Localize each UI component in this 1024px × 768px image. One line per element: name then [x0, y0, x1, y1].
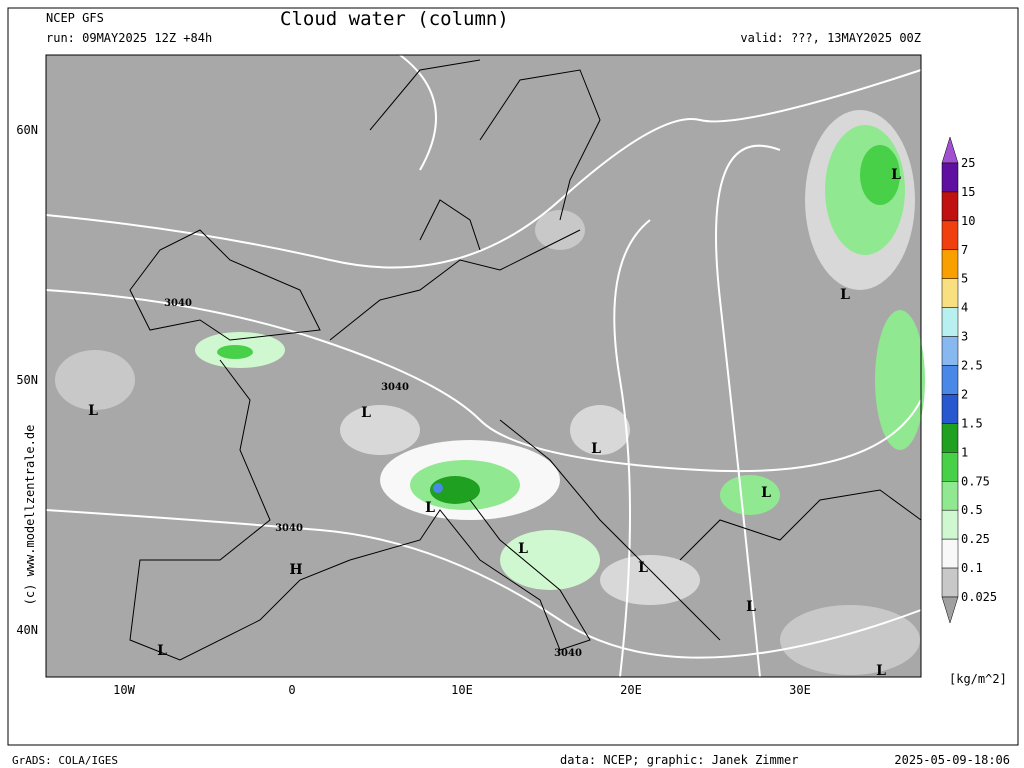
- colorbar-label: 15: [961, 185, 975, 199]
- colorbar-box: [941, 509, 959, 540]
- contour-label: 3040: [164, 298, 192, 309]
- lon-label: 10W: [113, 683, 135, 697]
- map: [45, 54, 925, 678]
- colorbar-cap: [941, 136, 959, 164]
- colorbar-label: 0.75: [961, 474, 990, 488]
- low: L: [518, 541, 528, 557]
- low: L: [591, 441, 601, 457]
- map-border: [45, 54, 922, 678]
- colorbar-label: 1.5: [961, 416, 983, 430]
- colorbar-label: 1: [961, 445, 968, 459]
- colorbar-box: [941, 278, 959, 308]
- colorbar-box: [941, 307, 959, 337]
- colorbar-box: [941, 365, 959, 395]
- colorbar-box: [941, 191, 959, 222]
- colorbar-box: [941, 162, 959, 193]
- low: L: [88, 403, 98, 419]
- high: H: [289, 562, 302, 578]
- credit: data: NCEP; graphic: Janek Zimmer: [560, 753, 798, 767]
- contour-label: 3040: [275, 523, 303, 534]
- frame: [7, 7, 1019, 746]
- watermark: (c) www.modellzentrale.de: [23, 425, 37, 606]
- lon-label: 20E: [620, 683, 642, 697]
- colorbar-box: [941, 423, 959, 453]
- low: L: [876, 663, 886, 679]
- lat-label: 50N: [16, 373, 38, 387]
- colorbar-box: [941, 249, 959, 279]
- colorbar-label: 3: [961, 330, 968, 344]
- colorbar-label: 0.1: [961, 561, 983, 575]
- height-contours: [45, 54, 922, 678]
- colorbar-box: [941, 481, 959, 511]
- colorbar-label: 10: [961, 214, 975, 228]
- colorbar-label: 2: [961, 387, 968, 401]
- low: L: [746, 599, 756, 615]
- colorbar: 25 15 10 7 5 4 3 2.5 2 1.5 1 0.75 0.5 0.25 0.1 0.025: [941, 136, 997, 624]
- run: run: 09MAY2025 12Z +84h: [46, 31, 212, 45]
- lon-label: 30E: [789, 683, 811, 697]
- title: Cloud water (column): [280, 8, 509, 30]
- colorbar-box: [941, 220, 959, 251]
- lon-label: 0: [288, 683, 295, 697]
- contour-label: 3040: [381, 382, 409, 393]
- valid: valid: ???, 13MAY2025 00Z: [740, 31, 921, 45]
- timestamp: 2025-05-09-18:06: [894, 753, 1010, 767]
- colorbar-box: [941, 394, 959, 424]
- contour-label: 3040: [554, 648, 582, 659]
- colorbar-label: 0.5: [961, 503, 983, 517]
- low: L: [157, 643, 167, 659]
- low: L: [761, 485, 771, 501]
- coastlines: [129, 59, 922, 661]
- colorbar-box: [941, 452, 959, 482]
- colorbar-label: 2.5: [961, 359, 983, 373]
- colorbar-label: 25: [961, 156, 975, 170]
- map-bg: [46, 55, 921, 677]
- low: L: [891, 167, 901, 183]
- colorbar-label: 0.025: [961, 590, 997, 604]
- colorbar-box: [941, 538, 959, 569]
- colorbar-label: 4: [961, 301, 968, 315]
- colorbar-label: 0.25: [961, 532, 990, 546]
- colorbar-box: [941, 567, 959, 598]
- colorbar-label: 5: [961, 272, 968, 286]
- colorbar-label: 7: [961, 243, 968, 257]
- footer-left: GrADS: COLA/IGES: [12, 754, 118, 767]
- lat-label: 60N: [16, 123, 38, 137]
- low: L: [638, 560, 648, 576]
- low: L: [425, 500, 435, 516]
- colorbar-cap: [941, 596, 959, 624]
- lat-label: 40N: [16, 623, 38, 637]
- unit: [kg/m^2]: [949, 672, 1007, 686]
- low: L: [361, 405, 371, 421]
- model: NCEP GFS: [46, 11, 104, 25]
- colorbar-box: [941, 336, 959, 366]
- lon-label: 10E: [451, 683, 473, 697]
- low: L: [840, 287, 850, 303]
